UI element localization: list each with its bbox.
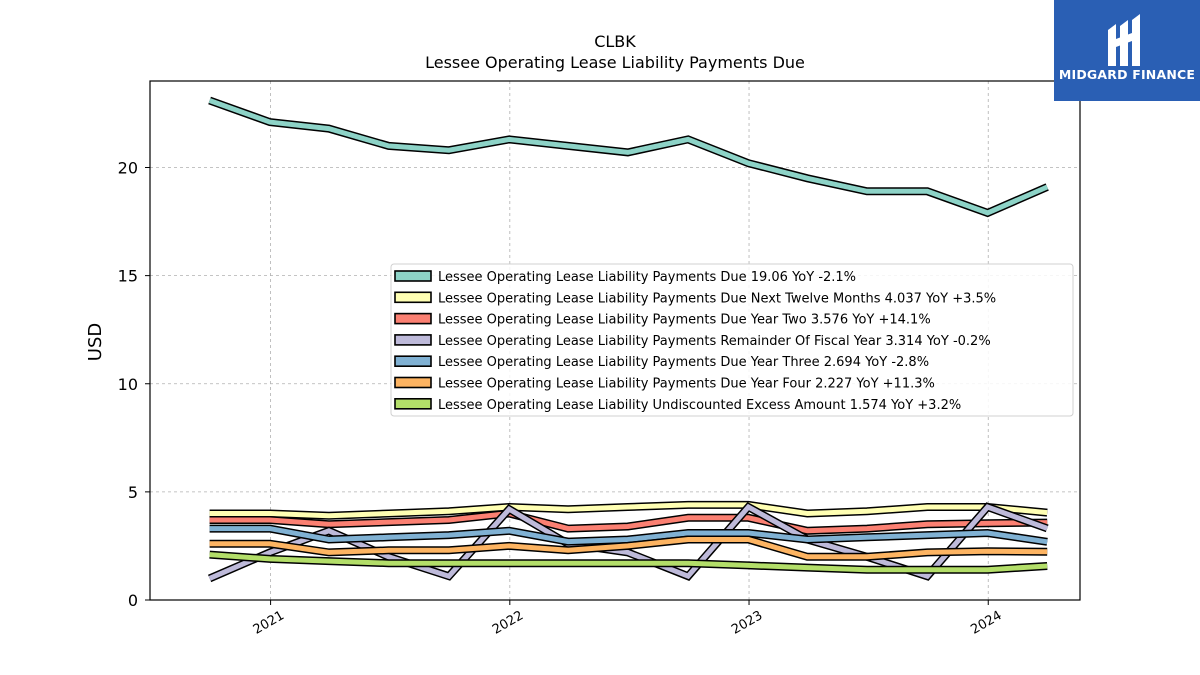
legend-label: Lessee Operating Lease Liability Payment… bbox=[438, 355, 929, 370]
y-tick-label: 0 bbox=[128, 591, 138, 610]
x-tick-label: 2023 bbox=[729, 608, 765, 638]
series-1 bbox=[208, 96, 1049, 218]
series-line bbox=[209, 526, 1048, 545]
x-tick-label: 2021 bbox=[251, 608, 287, 638]
legend-label: Lessee Operating Lease Liability Payment… bbox=[438, 270, 856, 285]
series-3 bbox=[209, 509, 1048, 535]
series-6 bbox=[209, 535, 1048, 561]
y-axis-ticks: 0 5 10 15 20 bbox=[118, 159, 150, 610]
legend-swatch bbox=[394, 355, 432, 368]
y-axis-label: USD bbox=[85, 323, 106, 361]
legend-label: Lessee Operating Lease Liability Payment… bbox=[438, 377, 935, 392]
brand-logo: MIDGARD FINANCE bbox=[1054, 0, 1200, 101]
chart-subtitle: Lessee Operating Lease Liability Payment… bbox=[425, 53, 805, 72]
series-line bbox=[209, 537, 1048, 560]
y-tick-label: 15 bbox=[118, 267, 138, 286]
legend-label: Lessee Operating Lease Liability Payment… bbox=[438, 313, 931, 328]
legend-swatch bbox=[394, 376, 432, 389]
legend-swatch bbox=[394, 397, 432, 410]
y-tick-label: 10 bbox=[118, 375, 138, 394]
series-line bbox=[208, 98, 1049, 216]
x-tick-label: 2024 bbox=[968, 608, 1004, 638]
series-2 bbox=[209, 500, 1048, 520]
x-axis-ticks: 2021 2022 2023 2024 bbox=[251, 600, 1005, 638]
legend: Lessee Operating Lease Liability Payment… bbox=[390, 263, 1074, 417]
legend-swatch bbox=[394, 291, 432, 304]
brand-logo-icon bbox=[1108, 14, 1140, 66]
y-tick-label: 5 bbox=[128, 483, 138, 502]
legend-label: Lessee Operating Lease Liability Undisco… bbox=[438, 398, 961, 413]
series-5 bbox=[209, 524, 1048, 546]
series-line bbox=[209, 552, 1048, 573]
x-tick-label: 2022 bbox=[490, 608, 526, 638]
legend-swatch bbox=[394, 334, 432, 346]
series-line bbox=[209, 502, 1048, 519]
plot-frame bbox=[149, 80, 1081, 601]
series-line bbox=[209, 510, 1048, 534]
series-lines bbox=[208, 96, 1049, 583]
chart-title: CLBK bbox=[594, 32, 636, 51]
legend-box bbox=[390, 263, 1074, 417]
series-line-outline bbox=[208, 96, 1049, 218]
legend-swatch bbox=[394, 312, 432, 325]
brand-name: MIDGARD FINANCE bbox=[1058, 67, 1196, 82]
series-7 bbox=[209, 550, 1048, 574]
legend-label: Lessee Operating Lease Liability Payment… bbox=[438, 334, 991, 349]
legend-label: Lessee Operating Lease Liability Payment… bbox=[438, 291, 996, 306]
y-tick-label: 20 bbox=[118, 159, 138, 178]
legend-swatch bbox=[394, 270, 432, 282]
